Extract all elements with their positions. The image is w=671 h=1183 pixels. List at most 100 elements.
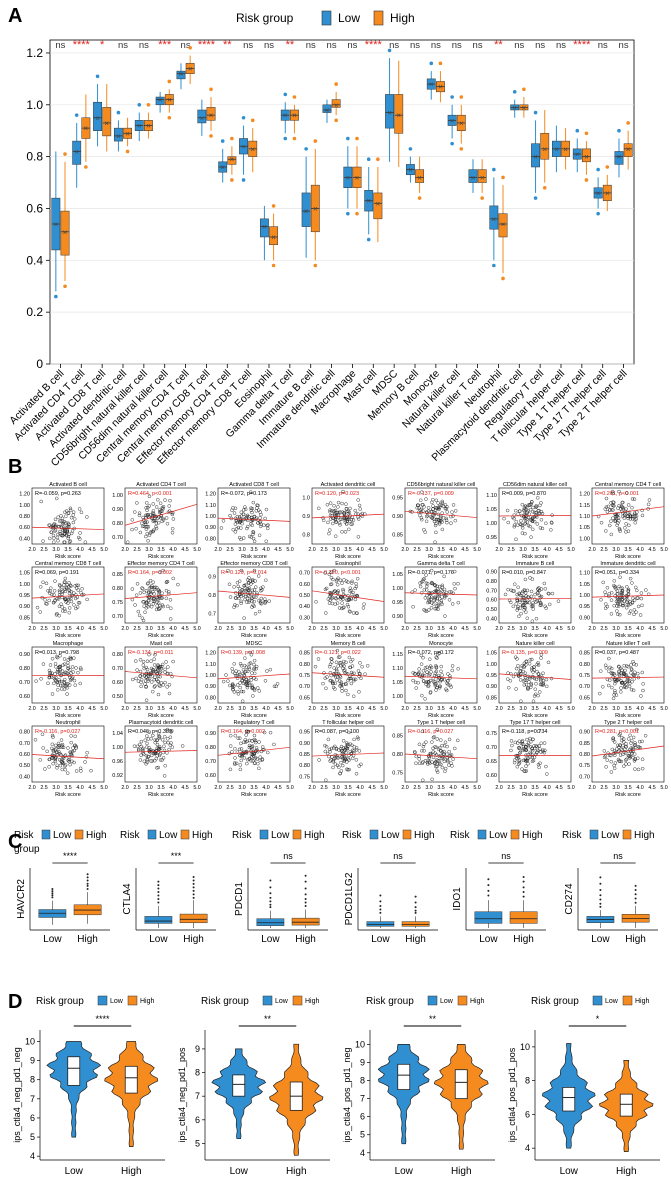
scatter-point (621, 506, 625, 511)
scatter-point (516, 741, 520, 745)
box-body (474, 911, 503, 924)
scatter-point (39, 677, 43, 681)
y-tick-label: 6 (525, 1109, 530, 1119)
scatter-point (425, 670, 429, 674)
scatter-point (238, 736, 242, 740)
scatter-point (538, 603, 543, 608)
scatter-x-tick: 4.0 (636, 785, 643, 791)
scatter-point (631, 659, 635, 664)
scatter-point (531, 527, 535, 532)
scatter-point (167, 691, 172, 696)
scatter-x-tick: 3.5 (344, 785, 351, 791)
scatter-point (250, 506, 254, 511)
scatter-point (47, 757, 52, 762)
scatter-point (353, 508, 357, 513)
scatter-point (235, 580, 240, 585)
legend-title: Risk (14, 830, 34, 841)
legend-swatch-low (97, 995, 108, 1006)
scatter-y-tick: 1.04 (112, 731, 123, 737)
scatter-x-tick: 3.0 (145, 626, 152, 632)
scatter-point (347, 758, 351, 762)
scatter-point (340, 581, 344, 585)
scatter-point (250, 605, 254, 609)
scatter-point (524, 594, 528, 598)
scatter-point (60, 590, 64, 594)
scatter-point (52, 536, 56, 540)
scatter-point (431, 507, 435, 511)
scatter-y-tick: 0.85 (579, 741, 590, 747)
scatter-point (418, 513, 422, 518)
legend-label-high: High (304, 830, 325, 841)
scatter-point (515, 596, 519, 601)
scatter-xlabel: Risk score (335, 792, 361, 798)
scatter-point (442, 678, 447, 682)
scatter-point (442, 574, 446, 579)
y-tick-label: 1.0 (26, 98, 43, 112)
scatter-point (246, 729, 251, 734)
scatter-point (156, 692, 161, 697)
scatter-point (619, 686, 623, 690)
scatter-point (522, 513, 527, 517)
scatter-point (253, 611, 258, 616)
legend-label-high: High (390, 11, 415, 25)
scatter-title: Activated dendritic cell (321, 482, 376, 488)
scatter-point (249, 745, 253, 749)
scatter-y-tick: 1.20 (579, 492, 590, 498)
scatter-point (536, 693, 540, 698)
box-outlier (414, 895, 417, 898)
scatter-point (61, 663, 65, 667)
scatter-point (53, 743, 58, 748)
scatter-x-tick: 2.0 (308, 706, 315, 712)
scatter-point (245, 761, 249, 766)
scatter-point (155, 754, 159, 758)
scatter-point (424, 519, 429, 524)
scatter-point (435, 652, 440, 657)
box-outlier (241, 178, 246, 182)
scatter-point (68, 508, 73, 512)
scatter-point (51, 749, 56, 754)
violin-box (454, 1069, 468, 1100)
scatter-y-tick: 1.05 (579, 525, 590, 531)
scatter-point (612, 603, 616, 608)
scatter-point (50, 733, 55, 738)
scatter-point (66, 597, 71, 602)
scatter-point (439, 600, 443, 605)
scatter-x-tick: 5.0 (100, 626, 107, 632)
scatter-point (630, 505, 634, 510)
scatter-x-tick: 3.5 (344, 706, 351, 712)
scatter-point (537, 744, 541, 748)
regression-line (311, 513, 385, 519)
box-outlier (376, 157, 380, 162)
regression-line (311, 590, 385, 602)
scatter-point (635, 596, 639, 600)
scatter-point (531, 505, 535, 510)
scatter-y-tick: 0.80 (486, 579, 497, 585)
scatter-y-tick: 0.70 (205, 759, 216, 765)
box-mean-marker: × (292, 111, 297, 120)
scatter-point (422, 577, 427, 581)
scatter-point (509, 672, 513, 676)
scatter-point (349, 581, 354, 585)
scatter-point (639, 591, 644, 595)
scatter-point (72, 591, 76, 595)
scatter-point (236, 692, 241, 696)
box-mean-marker: × (584, 153, 589, 162)
scatter-point (599, 597, 603, 602)
scatter-point (611, 500, 615, 504)
scatter-point (516, 523, 520, 527)
scatter-point (522, 596, 526, 600)
scatter-y-tick: 0.60 (486, 773, 497, 779)
scatter-point (340, 501, 344, 506)
box-outlier (414, 909, 417, 912)
scatter-point (517, 614, 521, 619)
scatter-point (530, 746, 534, 751)
scatter-point (624, 673, 629, 677)
scatter-point (639, 596, 644, 601)
scatter-point (257, 740, 261, 744)
scatter-point (531, 737, 535, 742)
scatter-point (48, 663, 53, 667)
scatter-point (158, 670, 162, 675)
scatter-point (445, 520, 449, 525)
